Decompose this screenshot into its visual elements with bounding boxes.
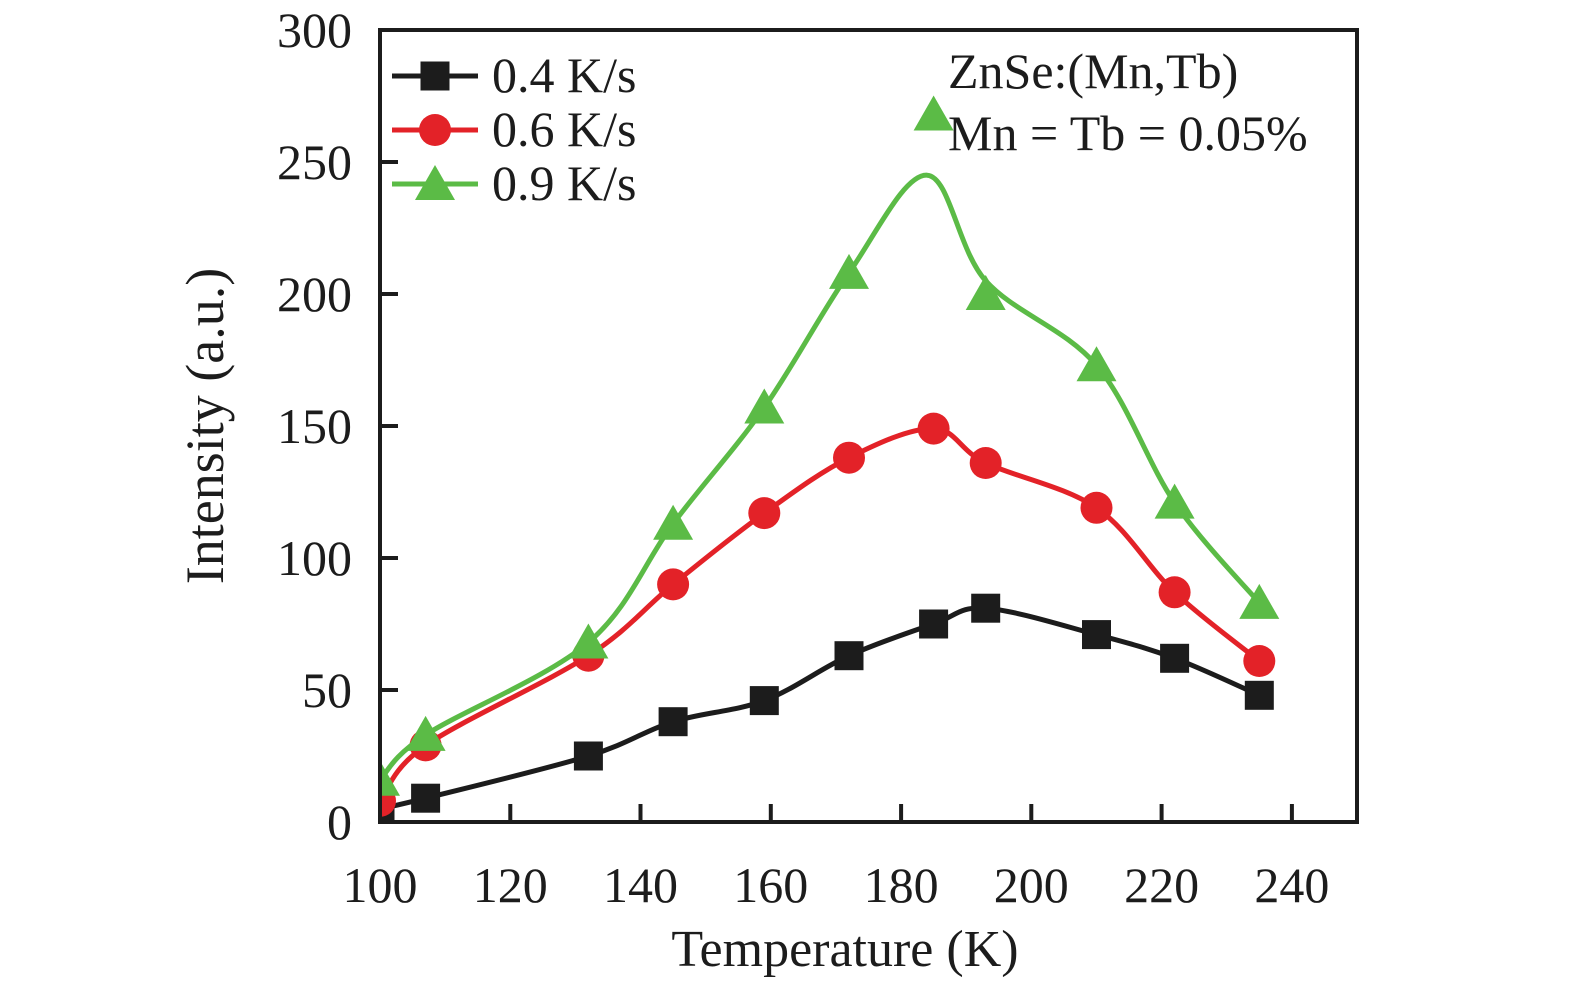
triangle-marker-icon <box>1239 583 1280 619</box>
x-tick-label: 140 <box>603 857 678 913</box>
x-tick-label: 160 <box>733 857 808 913</box>
legend-square-icon <box>420 61 450 91</box>
series-curve-1 <box>380 426 1261 803</box>
x-axis-label: Temperature (K) <box>671 921 1019 978</box>
annotation-block: ZnSe:(Mn,Tb) Mn = Tb = 0.05% <box>948 40 1308 164</box>
y-tick-label: 0 <box>327 794 352 850</box>
triangle-marker-icon <box>1154 483 1195 519</box>
square-marker-icon <box>658 707 688 737</box>
legend-triangle-glyph <box>392 165 478 200</box>
legend-label-2: 0.9 K/s <box>492 155 637 211</box>
square-marker-icon <box>971 593 1001 623</box>
x-tick-label: 240 <box>1254 857 1329 913</box>
triangle-marker-icon <box>913 95 954 131</box>
square-marker-icon <box>749 686 779 716</box>
x-tick-label: 220 <box>1124 857 1199 913</box>
triangle-marker-icon <box>1076 346 1117 382</box>
triangle-marker-icon <box>380 760 400 796</box>
square-marker-icon <box>834 641 864 671</box>
legend-circle-icon <box>419 114 451 146</box>
x-tick-label: 200 <box>994 857 1069 913</box>
legend-circle-glyph <box>392 114 478 146</box>
series-1 <box>380 412 1276 817</box>
legend-item-0: 0.4 K/s <box>390 47 637 103</box>
legend: 0.4 K/s 0.6 K/s 0.9 K/s <box>390 47 637 211</box>
triangle-marker-icon <box>744 388 785 424</box>
series-curve-0 <box>380 605 1261 812</box>
square-marker-icon <box>1082 620 1111 650</box>
y-axis-label: Intensity (a.u.) <box>175 267 235 585</box>
x-tick-label: 100 <box>343 857 418 913</box>
legend-triangle-marker-icon <box>390 160 480 206</box>
legend-square-marker-icon <box>390 52 480 98</box>
series-curve-2 <box>380 172 1262 782</box>
circle-marker-icon <box>748 497 781 530</box>
legend-triangle-icon <box>415 165 455 200</box>
annotation-doping: Mn = Tb = 0.05% <box>948 105 1308 161</box>
x-tick-label: 120 <box>473 857 548 913</box>
legend-label-0: 0.4 K/s <box>492 47 637 103</box>
triangle-marker-icon <box>965 275 1006 310</box>
y-tick-label: 50 <box>302 662 352 718</box>
series-0 <box>380 593 1274 822</box>
square-marker-icon <box>919 609 949 639</box>
circle-marker-icon <box>1158 576 1191 609</box>
circle-marker-icon <box>1243 645 1276 677</box>
series-2 <box>380 95 1280 796</box>
legend-square-glyph <box>392 61 478 91</box>
circle-marker-icon <box>657 568 690 601</box>
y-tick-label: 150 <box>277 398 352 454</box>
square-marker-icon <box>1244 680 1274 710</box>
circle-marker-icon <box>1080 491 1113 524</box>
circle-marker-icon <box>917 412 950 445</box>
square-marker-icon <box>573 741 603 771</box>
circle-marker-icon <box>969 447 1002 479</box>
triangle-marker-icon <box>829 253 869 289</box>
square-marker-icon <box>411 783 441 813</box>
triangle-marker-icon <box>568 623 609 659</box>
square-marker-icon <box>1160 643 1190 673</box>
legend-item-1: 0.6 K/s <box>390 101 637 157</box>
y-tick-label: 300 <box>277 2 352 58</box>
circle-marker-icon <box>833 441 865 474</box>
x-tick-label: 180 <box>864 857 939 913</box>
legend-item-2: 0.9 K/s <box>390 155 637 211</box>
legend-label-1: 0.6 K/s <box>492 101 637 157</box>
y-tick-label: 200 <box>277 266 352 322</box>
y-tick-label: 100 <box>277 530 352 586</box>
annotation-sample: ZnSe:(Mn,Tb) <box>948 43 1239 99</box>
legend-circle-marker-icon <box>390 106 480 152</box>
y-tick-label: 250 <box>277 134 352 190</box>
triangle-marker-icon <box>653 504 694 540</box>
triangle-marker-icon <box>405 715 446 751</box>
